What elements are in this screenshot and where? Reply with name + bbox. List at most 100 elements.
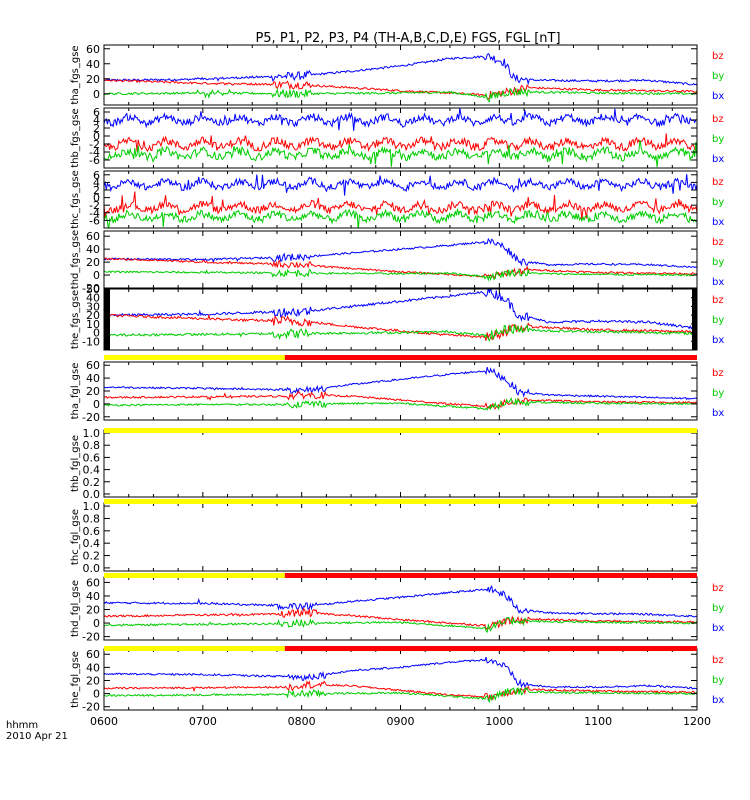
y-tick-label: -20 (82, 631, 100, 644)
series-group (104, 289, 697, 343)
mode-bar-red (284, 573, 697, 578)
y-tick-label: 60 (86, 230, 100, 243)
series-group (104, 237, 697, 282)
x-tick-label: 1200 (683, 715, 711, 728)
y-tick-label: -4 (89, 207, 100, 220)
date-label: 2010 Apr 21 (6, 731, 68, 742)
y-tick-label: 0.8 (83, 512, 101, 525)
mode-bar-yellow (104, 573, 285, 578)
y-tick-label: 40 (86, 243, 100, 256)
y-axis-label: tha_fgl_gse (70, 363, 81, 420)
y-tick-label: 1.0 (83, 500, 101, 513)
y-axis-label: thb_fgs_gse (70, 108, 81, 167)
x-tick-label: 0600 (90, 715, 118, 728)
y-tick-label: 20 (86, 674, 100, 687)
series-line-bx (104, 289, 697, 330)
mode-bar-yellow (104, 646, 285, 651)
y-tick-label: 40 (86, 292, 100, 305)
left-indicator-bar (104, 289, 110, 350)
series-line-bz (104, 313, 697, 341)
legend-bz: bz (712, 583, 724, 594)
mode-bar-yellow (104, 355, 285, 360)
legend-bx: bx (712, 408, 724, 419)
legend-bz: bz (712, 237, 724, 248)
legend-by: by (712, 257, 724, 268)
y-tick-label: -2 (89, 199, 100, 212)
legend-by: by (712, 315, 724, 326)
y-tick-label: -20 (82, 701, 100, 714)
panel-frame (103, 648, 698, 711)
y-tick-label: -4 (89, 146, 100, 159)
series-line-by (104, 87, 697, 103)
series-line-by (104, 687, 697, 704)
y-tick-label: 30 (86, 300, 100, 313)
y-tick-label: 6 (93, 106, 100, 119)
y-tick-label: 0.8 (83, 439, 101, 452)
series-line-bz (104, 257, 697, 280)
mode-bar-red (284, 355, 697, 360)
y-tick-label: 0.0 (83, 488, 101, 501)
series-line-by (104, 208, 697, 228)
y-tick-label: -20 (82, 411, 100, 424)
legend-bz: bz (712, 295, 724, 306)
panel-frame (103, 107, 698, 169)
mode-bar-red (284, 646, 697, 651)
legend-by: by (712, 197, 724, 208)
y-tick-label: 50 (86, 283, 100, 296)
y-tick-label: 20 (86, 73, 100, 86)
legend-bx: bx (712, 217, 724, 228)
panel-frame (103, 429, 698, 498)
y-tick-label: 4 (93, 114, 100, 127)
panel-frame (103, 502, 698, 572)
y-tick-label: 60 (86, 43, 100, 56)
legend-bz: bz (712, 114, 724, 125)
chart-title: P5, P1, P2, P3, P4 (TH-A,B,C,D,E) FGS, F… (255, 31, 560, 46)
legend-by: by (712, 388, 724, 399)
y-tick-label: 0 (93, 327, 100, 340)
series-line-bx (104, 656, 697, 690)
legend-bx: bx (712, 154, 724, 165)
y-tick-label: 1.0 (83, 427, 101, 440)
panel-frame (103, 44, 698, 106)
series-group (104, 656, 697, 704)
series-line-bz (104, 191, 697, 220)
legend-bz: bz (712, 368, 724, 379)
y-tick-label: 20 (86, 256, 100, 269)
series-line-bx (104, 174, 697, 196)
legend-bx: bx (712, 335, 724, 346)
right-indicator-bar (692, 289, 697, 350)
series-line-bx (104, 52, 697, 86)
series-line-bx (104, 366, 697, 401)
y-tick-label: -6 (89, 154, 100, 167)
y-tick-label: 20 (86, 309, 100, 322)
panel-frame (103, 361, 698, 421)
x-tick-label: 1000 (485, 715, 513, 728)
series-line-by (104, 323, 697, 343)
y-tick-label: 60 (86, 648, 100, 661)
y-axis-label: thc_fgl_gse (70, 509, 81, 565)
y-axis-label: the_fgs_gse (70, 290, 81, 349)
legend-by: by (712, 675, 724, 686)
series-group (104, 174, 697, 228)
series-group (104, 366, 697, 411)
x-tick-label: 0700 (189, 715, 217, 728)
y-tick-label: 0.6 (83, 451, 101, 464)
series-line-by (104, 396, 697, 411)
y-tick-label: 0.2 (83, 476, 101, 489)
y-tick-label: 0.2 (83, 550, 101, 563)
legend-bz: bz (712, 177, 724, 188)
y-tick-label: 20 (86, 604, 100, 617)
y-tick-label: 0.6 (83, 525, 101, 538)
y-tick-label: -20 (82, 282, 100, 295)
y-tick-label: 4 (93, 176, 100, 189)
y-axis-label: thc_fgs_gse (70, 170, 81, 229)
series-group (104, 108, 697, 168)
series-line-bz (104, 78, 697, 100)
y-tick-label: 40 (86, 58, 100, 71)
time-axis-label: hhmm (6, 720, 38, 731)
